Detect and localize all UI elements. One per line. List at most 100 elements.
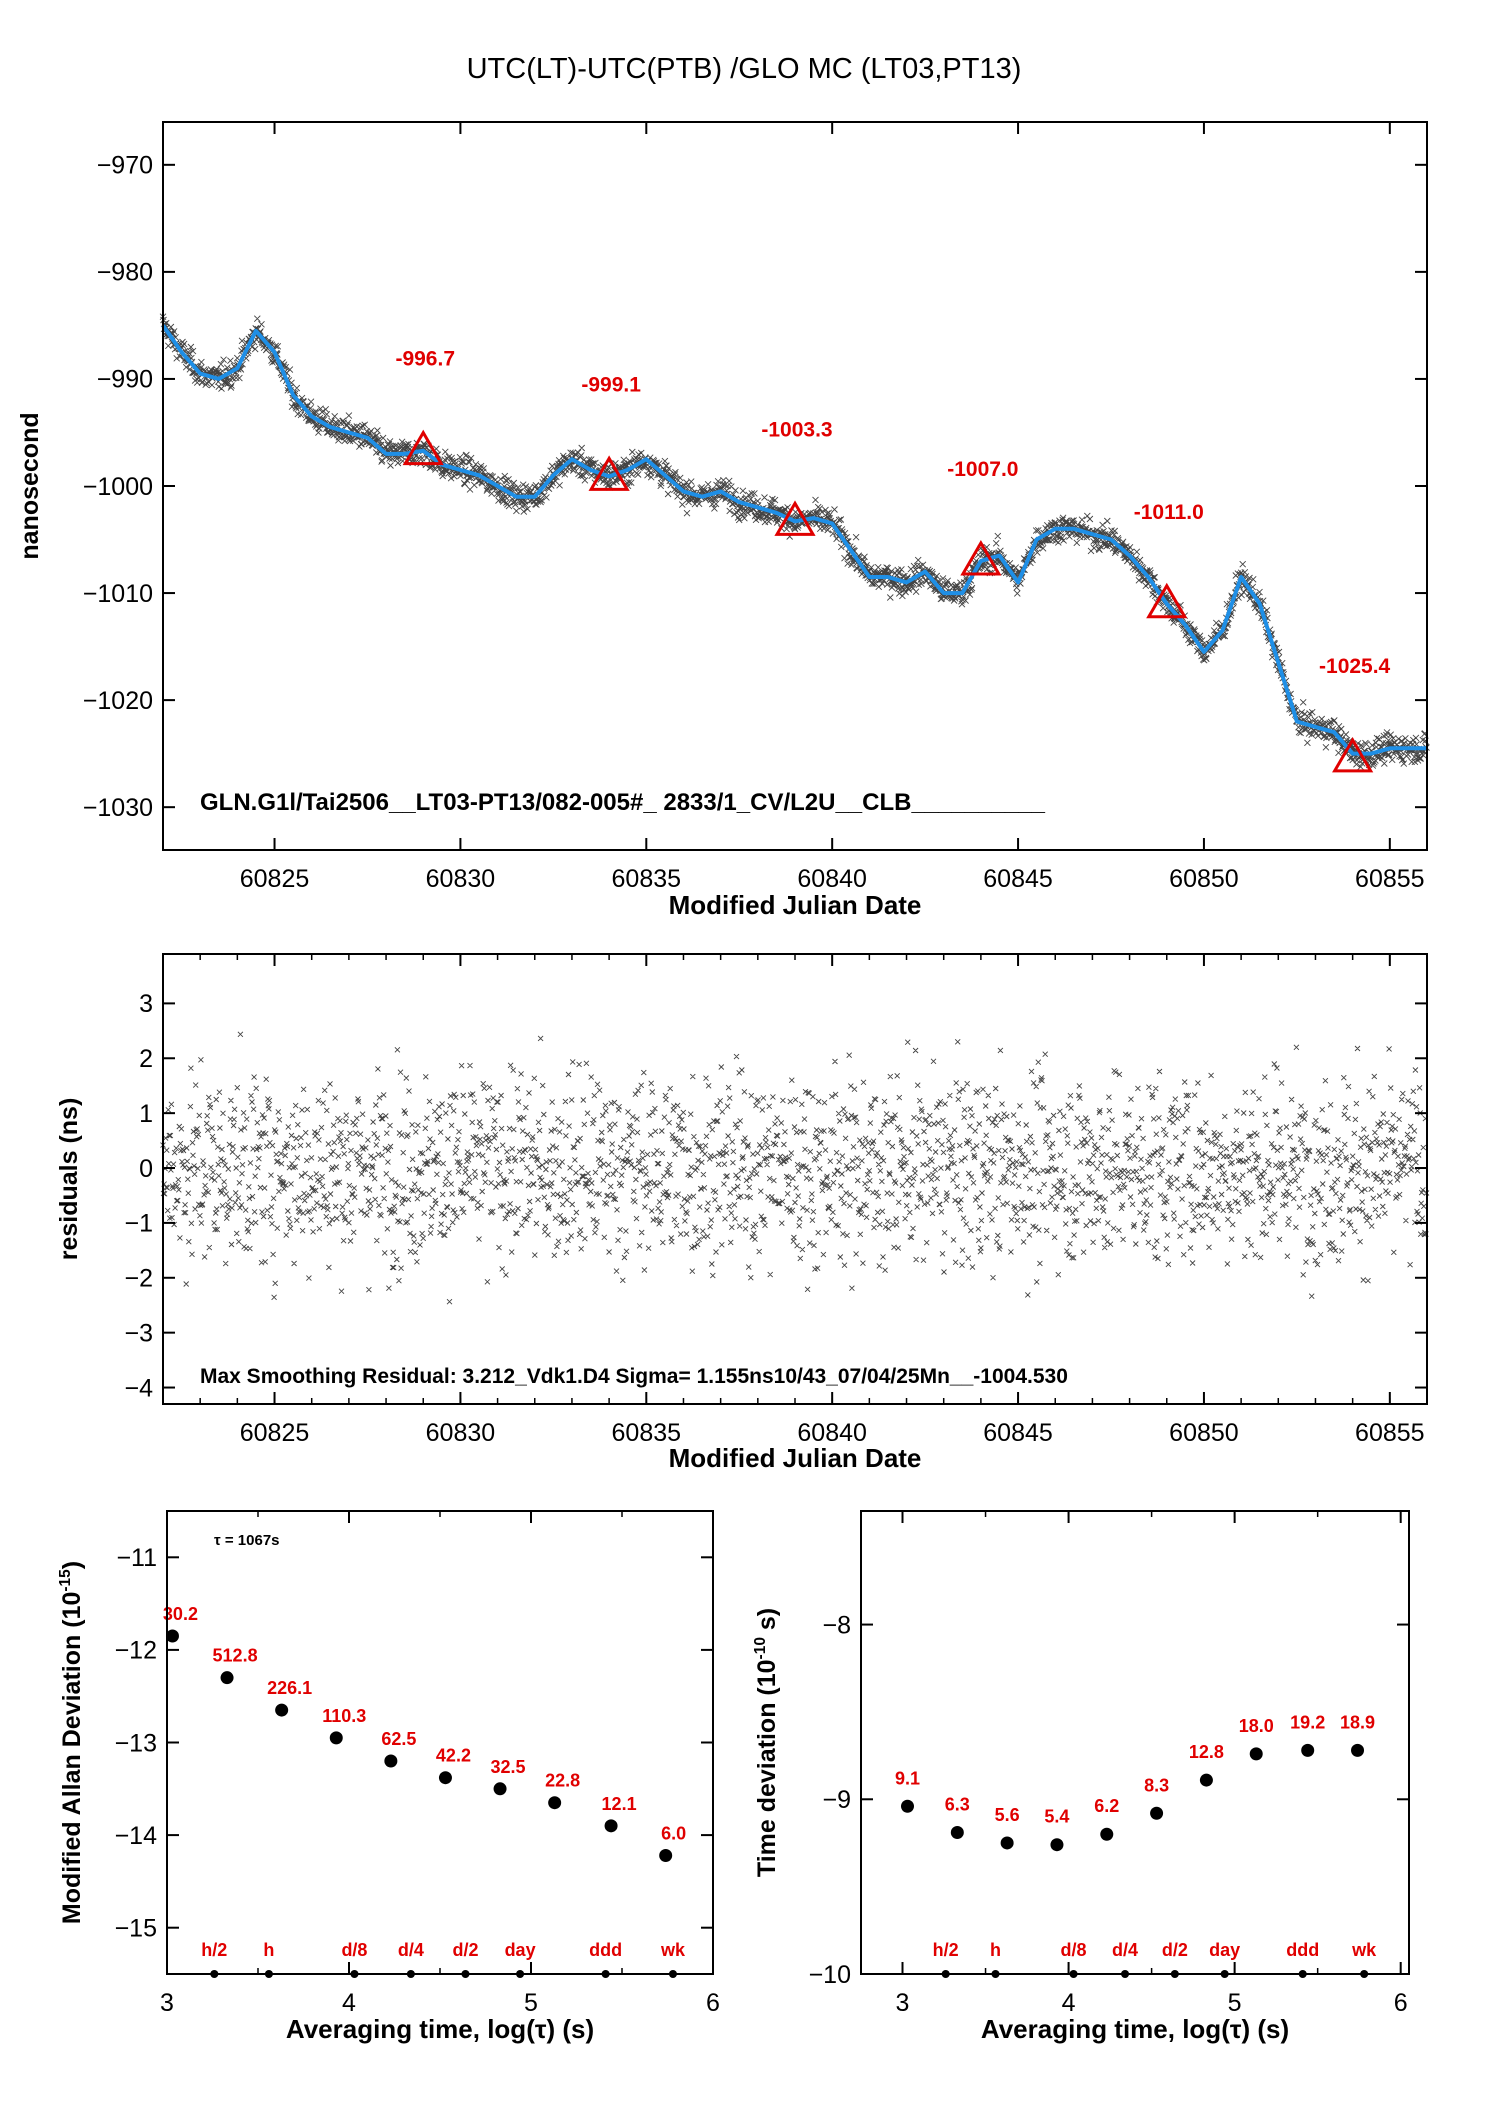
y-tick-label: −12 — [115, 1637, 157, 1665]
x-tick-label: 60835 — [612, 865, 682, 893]
y-tick-label: −1030 — [83, 794, 153, 822]
time-marker-label: wk — [660, 1940, 686, 1960]
data-value-label: 6.2 — [1094, 1796, 1119, 1816]
y-axis-label-exponent: -10 — [752, 1637, 769, 1659]
y-tick-label: −8 — [822, 1611, 851, 1639]
data-value-label: 5.6 — [995, 1805, 1020, 1825]
time-marker-label: day — [505, 1940, 536, 1960]
data-value-label: 512.8 — [213, 1646, 258, 1666]
y-tick-label: −13 — [115, 1729, 157, 1757]
y-axis-label-exponent: -15 — [57, 1569, 74, 1592]
data-value-label: 8.3 — [1144, 1775, 1169, 1795]
x-tick-label: 60855 — [1355, 865, 1425, 893]
data-value-label: 12.1 — [602, 1794, 637, 1814]
data-value-label: 9.1 — [895, 1768, 920, 1788]
plot-frame — [166, 1510, 714, 1975]
y-tick-label: −1 — [124, 1210, 153, 1238]
data-point — [1249, 1747, 1263, 1761]
data-point — [220, 1671, 234, 1685]
data-value-label: 18.9 — [1340, 1712, 1375, 1732]
annotation-text: Max Smoothing Residual: 3.212_Vdk1.D4 Si… — [200, 1365, 1068, 1388]
data-point — [438, 1771, 452, 1785]
data-point — [329, 1731, 343, 1745]
x-tick-label: 6 — [706, 1989, 720, 2017]
x-axis-label: Modified Julian Date — [669, 890, 922, 920]
time-marker-label: day — [1209, 1940, 1240, 1960]
y-tick-label: −1000 — [83, 473, 153, 501]
y-tick-label: −990 — [97, 366, 153, 394]
y-axis-label-end: s) — [753, 1608, 781, 1637]
data-point — [604, 1819, 618, 1833]
mdev-chart: 30.2 512.8 226.1 110.3 62.5 42.2 32.5 22.8 12.1 6… — [57, 1510, 720, 2044]
data-point — [1150, 1806, 1164, 1820]
data-value-label: 18.0 — [1239, 1716, 1274, 1736]
data-value-label: 22.8 — [545, 1771, 580, 1791]
residuals-chart: 60825 60830 60835 60840 60845 60850 60855 3 2 1 0 −… — [55, 953, 1430, 1473]
time-marker-label: h — [990, 1940, 1001, 1960]
x-tick-label: 60855 — [1355, 1419, 1425, 1447]
data-point — [165, 1629, 179, 1643]
y-tick-label: 2 — [139, 1045, 153, 1073]
y-tick-label: −1010 — [83, 580, 153, 608]
y-tick-label: −4 — [124, 1374, 153, 1402]
x-axis-label: Modified Julian Date — [669, 1443, 922, 1473]
data-value-label: 6.0 — [661, 1823, 686, 1843]
time-marker-label: ddd — [1286, 1940, 1319, 1960]
triangle-marker — [402, 429, 444, 466]
data-point — [548, 1796, 562, 1810]
y-tick-label: −3 — [124, 1319, 153, 1347]
time-marker-label: ddd — [589, 1940, 622, 1960]
x-tick-label: 60850 — [1169, 1419, 1239, 1447]
x-tick-label: 60825 — [240, 865, 310, 893]
y-tick-label: −980 — [97, 259, 153, 287]
x-tick-label: 60825 — [240, 1419, 310, 1447]
y-tick-label: 3 — [139, 990, 153, 1018]
plot-frame — [162, 121, 1428, 851]
data-value-label: 110.3 — [322, 1706, 366, 1726]
x-tick-label: 6 — [1394, 1989, 1408, 2017]
time-marker-label: wk — [1351, 1940, 1377, 1960]
x-tick-label: 3 — [896, 1989, 910, 2017]
x-tick-label: 60850 — [1169, 865, 1239, 893]
data-point — [1100, 1827, 1114, 1841]
triangle-marker — [588, 455, 630, 491]
marker-value-label: -1011.0 — [1134, 501, 1204, 524]
x-axis-label: Averaging time, log(τ) (s) — [286, 2014, 594, 2044]
y-tick-label: −2 — [124, 1265, 153, 1293]
top-chart: -996.7 -999.1 -1003.3 -1007.0 -1011.0 -1025.4… — [16, 121, 1430, 920]
time-marker-label: d/4 — [398, 1940, 424, 1960]
y-tick-label: −970 — [97, 152, 153, 180]
y-axis-label: Time deviation (10-10 s) — [752, 1608, 781, 1877]
x-axis-label: Averaging time, log(τ) (s) — [981, 2014, 1289, 2044]
data-value-label: 6.3 — [945, 1794, 970, 1814]
marker-value-label: -1007.0 — [947, 458, 1018, 481]
data-value-label: 12.8 — [1189, 1742, 1224, 1762]
data-value-label: 32.5 — [491, 1757, 526, 1777]
time-marker-label: h — [263, 1940, 274, 1960]
data-value-label: 30.2 — [163, 1604, 198, 1624]
x-tick-label: 60835 — [612, 1419, 682, 1447]
x-tick-label: 60840 — [797, 865, 867, 893]
marker-value-label: -1003.3 — [761, 418, 832, 441]
data-value-label: 42.2 — [436, 1746, 471, 1766]
y-tick-label: 1 — [139, 1100, 153, 1128]
data-value-label: 5.4 — [1044, 1807, 1069, 1827]
triangle-marker — [774, 500, 816, 536]
triangle-marker — [1146, 582, 1188, 619]
x-tick-label: 60845 — [983, 865, 1053, 893]
x-tick-label: 60845 — [983, 1419, 1053, 1447]
data-point — [1050, 1838, 1064, 1852]
tau-label: τ = 1067s — [214, 1532, 280, 1549]
residual-points — [160, 1031, 1430, 1305]
y-tick-label: 0 — [139, 1155, 153, 1183]
data-point — [1199, 1773, 1213, 1787]
marker-value-label: -999.1 — [581, 373, 641, 396]
y-tick-label: −10 — [809, 1961, 851, 1989]
time-marker-label: d/2 — [1162, 1940, 1188, 1960]
data-point — [384, 1754, 398, 1768]
marker-value-label: -996.7 — [395, 348, 455, 371]
x-tick-label: 60830 — [426, 1419, 496, 1447]
x-tick-label: 3 — [160, 1989, 174, 2017]
y-tick-label: −1020 — [83, 687, 153, 715]
